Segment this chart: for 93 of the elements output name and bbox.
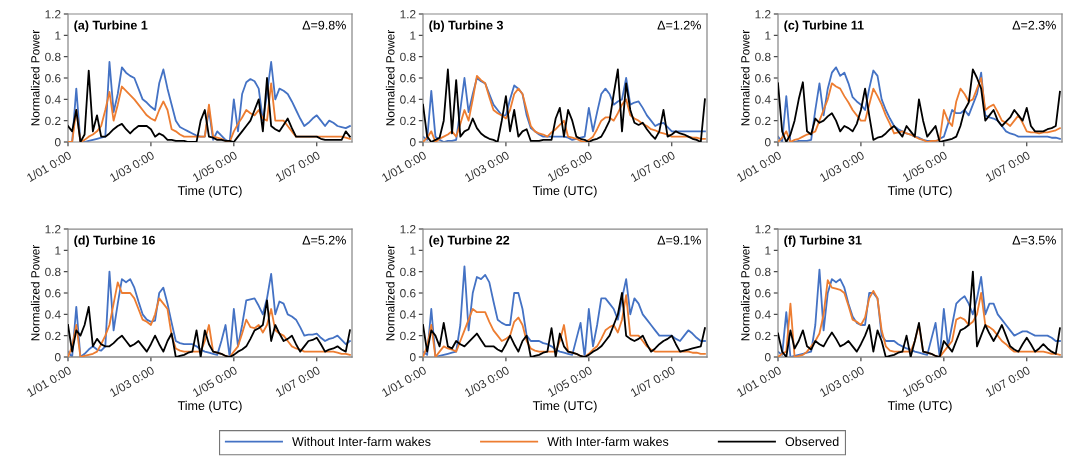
y-tick-label: 1.2: [755, 225, 771, 234]
y-tick-label: 1.2: [400, 10, 416, 19]
y-tick-label: 1: [55, 246, 61, 255]
x-axis-title: Time (UTC): [532, 400, 597, 413]
x-tick-label: 1/01 0:00: [381, 365, 427, 398]
x-tick-label: 1/01 0:00: [381, 150, 427, 183]
chart-title: (f) Turbine 31: [784, 235, 862, 248]
x-tick-label: 1/05 0:00: [901, 150, 948, 183]
x-axis-title: Time (UTC): [887, 185, 952, 198]
chart-title: (b) Turbine 3: [429, 20, 503, 33]
x-tick-label: 1/05 0:00: [546, 150, 593, 183]
x-tick-label: 1/03 0:00: [819, 365, 865, 398]
y-tick-label: 1.2: [45, 225, 61, 234]
y-tick-label: 0.4: [755, 95, 771, 104]
x-tick-label: 1/07 0:00: [274, 365, 321, 398]
legend-label: Observed: [785, 436, 839, 447]
x-tick-label: 1/03 0:00: [109, 150, 155, 183]
y-tick-label: 0.8: [400, 267, 416, 277]
y-tick-label: 0.8: [400, 52, 416, 62]
y-tick-label: 1.2: [45, 10, 61, 19]
y-tick-label: 0.2: [400, 331, 416, 341]
y-tick-label: 0.8: [755, 52, 771, 62]
x-axis-title: Time (UTC): [177, 185, 242, 198]
y-tick-label: 0.8: [755, 267, 771, 277]
x-tick-label: 1/03 0:00: [819, 150, 865, 183]
y-tick-label: 0.2: [45, 331, 61, 341]
y-tick-label: 0.8: [45, 52, 61, 62]
x-tick-label: 1/03 0:00: [464, 365, 510, 398]
x-tick-label: 1/07 0:00: [984, 150, 1031, 183]
legend-label: With Inter-farm wakes: [547, 436, 669, 447]
y-tick-label: 1: [765, 31, 771, 40]
annotation: Δ=9.1%: [657, 235, 701, 245]
x-tick-label: 1/05 0:00: [901, 365, 948, 398]
y-tick-label: 0: [409, 138, 416, 147]
y-tick-label: 0.4: [400, 310, 416, 319]
legend-label: Without Inter-farm wakes: [292, 436, 431, 447]
y-axis-title: Normalized Power: [30, 29, 40, 126]
y-axis-title: Normalized Power: [740, 244, 750, 341]
annotation: Δ=3.5%: [1012, 235, 1056, 245]
y-tick-label: 0: [764, 138, 771, 147]
y-tick-label: 0.6: [755, 289, 771, 298]
y-tick-label: 0: [409, 353, 416, 362]
annotation: Δ=9.8%: [302, 20, 346, 30]
y-tick-label: 1: [410, 246, 416, 255]
x-axis-title: Time (UTC): [177, 400, 242, 413]
x-axis-title: Time (UTC): [532, 185, 597, 198]
x-tick-label: 1/01 0:00: [736, 365, 782, 398]
y-tick-label: 0.4: [755, 310, 771, 319]
y-tick-label: 0.4: [45, 95, 61, 104]
x-tick-label: 1/07 0:00: [274, 150, 321, 183]
y-tick-label: 1.2: [755, 10, 771, 19]
y-tick-label: 0.6: [400, 289, 416, 298]
annotation: Δ=2.3%: [1012, 20, 1056, 30]
chart-title: (c) Turbine 11: [784, 20, 864, 33]
x-tick-label: 1/05 0:00: [546, 365, 593, 398]
y-tick-label: 1: [410, 31, 416, 40]
y-tick-label: 0: [764, 353, 771, 362]
y-tick-label: 0.2: [400, 116, 416, 126]
x-tick-label: 1/05 0:00: [191, 365, 238, 398]
y-tick-label: 0.2: [45, 116, 61, 126]
x-tick-label: 1/05 0:00: [191, 150, 238, 183]
x-axis-title: Time (UTC): [887, 400, 952, 413]
chart-title: (e) Turbine 22: [429, 235, 510, 248]
y-axis-title: Normalized Power: [30, 244, 40, 341]
y-tick-label: 0.6: [45, 74, 61, 83]
annotation: Δ=1.2%: [657, 20, 701, 30]
x-tick-label: 1/01 0:00: [736, 150, 782, 183]
x-tick-label: 1/07 0:00: [984, 365, 1031, 398]
annotation: Δ=5.2%: [302, 235, 346, 245]
chart-title: (a) Turbine 1: [74, 20, 148, 33]
y-tick-label: 0: [54, 353, 61, 362]
y-axis-title: Normalized Power: [385, 29, 395, 126]
y-tick-label: 0.6: [45, 289, 61, 298]
y-tick-label: 0.6: [755, 74, 771, 83]
x-tick-label: 1/03 0:00: [464, 150, 510, 183]
y-tick-label: 0.4: [400, 95, 416, 104]
y-tick-label: 0: [54, 138, 61, 147]
y-tick-label: 1: [55, 31, 61, 40]
y-tick-label: 1.2: [400, 225, 416, 234]
x-tick-label: 1/07 0:00: [629, 365, 676, 398]
x-tick-label: 1/03 0:00: [109, 365, 155, 398]
x-tick-label: 1/01 0:00: [26, 150, 72, 183]
y-tick-label: 0.2: [755, 116, 771, 126]
y-tick-label: 0.4: [45, 310, 61, 319]
x-tick-label: 1/07 0:00: [629, 150, 676, 183]
y-tick-label: 0.2: [755, 331, 771, 341]
chart-title: (d) Turbine 16: [74, 235, 155, 248]
y-tick-label: 1: [765, 246, 771, 255]
x-tick-label: 1/01 0:00: [26, 365, 72, 398]
y-axis-title: Normalized Power: [740, 29, 750, 126]
y-axis-title: Normalized Power: [385, 244, 395, 341]
y-tick-label: 0.6: [400, 74, 416, 83]
y-tick-label: 0.8: [45, 267, 61, 277]
